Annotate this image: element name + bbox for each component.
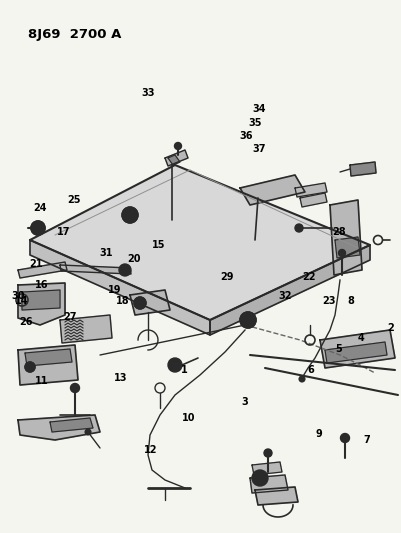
Polygon shape <box>50 418 93 432</box>
Polygon shape <box>250 475 288 493</box>
Circle shape <box>71 384 79 392</box>
Text: 8J69  2700 A: 8J69 2700 A <box>28 28 122 41</box>
Text: 14: 14 <box>15 296 29 306</box>
Text: 18: 18 <box>115 296 129 306</box>
Text: 26: 26 <box>19 318 33 327</box>
Text: 4: 4 <box>358 334 364 343</box>
Polygon shape <box>325 342 387 363</box>
Text: 17: 17 <box>57 227 71 237</box>
Polygon shape <box>25 349 72 366</box>
Circle shape <box>134 297 146 309</box>
Circle shape <box>340 433 350 442</box>
Polygon shape <box>60 315 112 343</box>
Polygon shape <box>18 345 78 385</box>
Text: 6: 6 <box>308 366 314 375</box>
Circle shape <box>252 470 268 486</box>
Polygon shape <box>60 265 131 274</box>
Text: 36: 36 <box>240 131 253 141</box>
Text: 10: 10 <box>182 414 195 423</box>
Polygon shape <box>330 200 362 275</box>
Polygon shape <box>22 290 60 310</box>
Polygon shape <box>252 462 282 475</box>
Text: 12: 12 <box>144 446 157 455</box>
Text: 24: 24 <box>33 203 47 213</box>
Text: 3: 3 <box>241 398 248 407</box>
Text: 2: 2 <box>388 323 394 333</box>
Polygon shape <box>18 262 67 278</box>
Text: 19: 19 <box>107 286 121 295</box>
Text: 16: 16 <box>35 280 49 290</box>
Circle shape <box>264 449 272 457</box>
Circle shape <box>295 224 303 232</box>
Text: 31: 31 <box>99 248 113 258</box>
Circle shape <box>174 142 182 149</box>
Polygon shape <box>320 330 395 368</box>
Circle shape <box>240 312 256 328</box>
Text: 22: 22 <box>302 272 316 282</box>
Circle shape <box>85 429 91 435</box>
Circle shape <box>122 207 138 223</box>
Polygon shape <box>30 240 210 335</box>
Circle shape <box>168 358 182 372</box>
Polygon shape <box>18 283 65 325</box>
Text: 13: 13 <box>113 374 127 383</box>
Text: 7: 7 <box>364 435 370 445</box>
Text: 27: 27 <box>63 312 77 322</box>
Text: 5: 5 <box>336 344 342 354</box>
Circle shape <box>31 221 45 235</box>
Text: 11: 11 <box>35 376 49 386</box>
Text: 37: 37 <box>252 144 265 154</box>
Polygon shape <box>255 487 298 505</box>
Text: 15: 15 <box>152 240 165 250</box>
Text: 35: 35 <box>248 118 261 127</box>
Text: 32: 32 <box>278 291 292 301</box>
Text: 9: 9 <box>316 430 322 439</box>
Circle shape <box>25 362 35 372</box>
Text: 1: 1 <box>181 366 188 375</box>
Circle shape <box>299 376 305 382</box>
Circle shape <box>338 249 346 256</box>
Polygon shape <box>240 175 305 205</box>
Text: 8: 8 <box>347 296 354 306</box>
Polygon shape <box>210 245 370 335</box>
Polygon shape <box>30 165 370 320</box>
Text: 25: 25 <box>67 195 81 205</box>
Text: 29: 29 <box>220 272 233 282</box>
Text: 21: 21 <box>29 259 43 269</box>
Polygon shape <box>130 290 170 315</box>
Polygon shape <box>350 162 376 176</box>
Text: 20: 20 <box>128 254 141 263</box>
Text: 33: 33 <box>142 88 155 98</box>
Text: 30: 30 <box>11 291 25 301</box>
Polygon shape <box>300 193 327 207</box>
Polygon shape <box>165 150 188 166</box>
Polygon shape <box>335 237 360 258</box>
Polygon shape <box>295 183 327 197</box>
Polygon shape <box>18 415 100 440</box>
Text: 34: 34 <box>252 104 265 114</box>
Text: 23: 23 <box>322 296 336 306</box>
Polygon shape <box>168 155 180 165</box>
Circle shape <box>119 264 131 276</box>
Text: 28: 28 <box>332 227 346 237</box>
